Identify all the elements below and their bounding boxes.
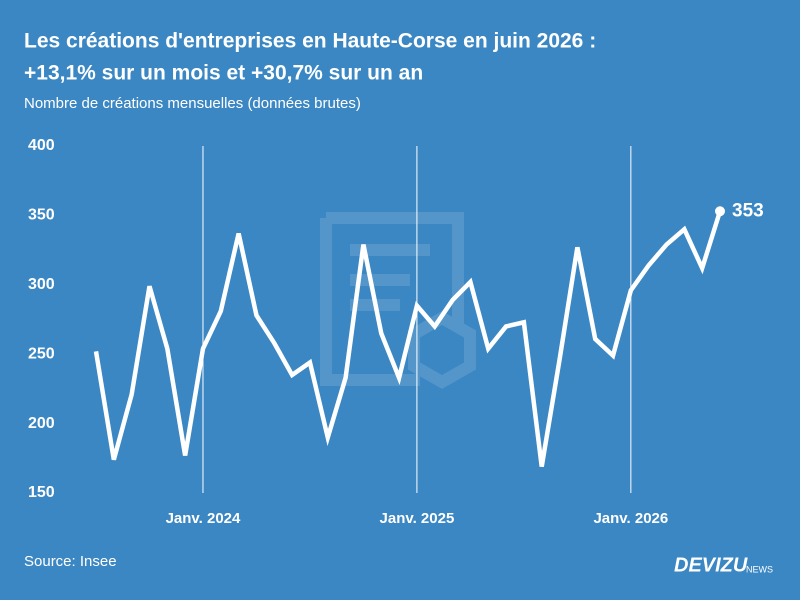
x-tick-label: Janv. 2026 xyxy=(593,510,668,527)
chart-title-line2: +13,1% sur un mois et +30,7% sur un an xyxy=(24,62,423,85)
x-tick-label: Janv. 2025 xyxy=(380,510,455,527)
y-tick-label: 400 xyxy=(28,137,55,154)
data-label: 353 xyxy=(732,200,764,221)
y-tick-label: 350 xyxy=(28,207,55,224)
brand: DEVIZU xyxy=(674,554,748,576)
chart-title: Les créations d'entreprises en Haute-Cor… xyxy=(24,30,596,53)
chart-subtitle: Nombre de créations mensuelles (données … xyxy=(24,95,361,112)
end-point xyxy=(715,206,725,217)
y-tick-label: 250 xyxy=(28,345,55,362)
y-tick-label: 200 xyxy=(28,415,55,432)
line xyxy=(93,210,723,467)
y-tick-label: 300 xyxy=(28,276,55,293)
source: Source: Insee xyxy=(24,553,117,570)
y-tick-label: 150 xyxy=(28,484,55,501)
x-tick-label: Janv. 2024 xyxy=(166,510,241,527)
brand-suffix: NEWS xyxy=(746,564,773,574)
